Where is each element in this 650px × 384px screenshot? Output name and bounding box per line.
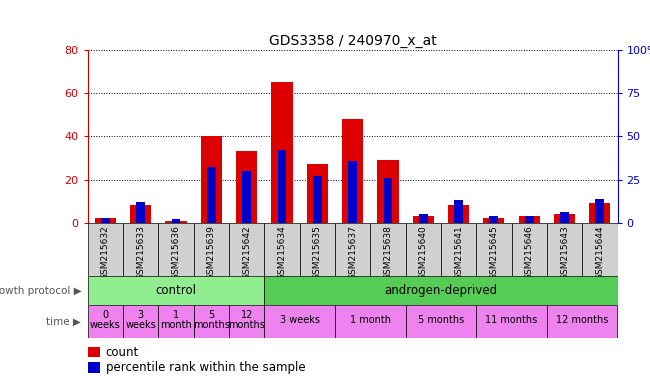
Title: GDS3358 / 240970_x_at: GDS3358 / 240970_x_at xyxy=(268,33,437,48)
Text: time ▶: time ▶ xyxy=(46,316,81,327)
Text: GSM215642: GSM215642 xyxy=(242,225,251,280)
Bar xyxy=(130,205,151,223)
Bar xyxy=(448,205,469,223)
Bar xyxy=(278,150,287,223)
Text: GSM215634: GSM215634 xyxy=(278,225,287,280)
Text: androgen-deprived: androgen-deprived xyxy=(384,285,497,297)
Bar xyxy=(136,202,145,223)
Text: percentile rank within the sample: percentile rank within the sample xyxy=(106,361,305,374)
Bar xyxy=(229,305,265,338)
Bar xyxy=(525,216,534,223)
Text: 3 weeks: 3 weeks xyxy=(280,315,320,325)
Text: 12 months: 12 months xyxy=(556,315,608,325)
Bar xyxy=(194,305,229,338)
Bar xyxy=(236,151,257,223)
Bar xyxy=(547,305,618,338)
Bar xyxy=(229,223,265,276)
Text: GSM215638: GSM215638 xyxy=(384,225,393,280)
Bar xyxy=(335,223,370,276)
Text: 0
weeks: 0 weeks xyxy=(90,310,121,330)
Bar xyxy=(88,347,101,358)
Bar xyxy=(207,167,216,223)
Bar xyxy=(123,305,159,338)
Bar xyxy=(454,200,463,223)
Bar xyxy=(406,223,441,276)
Bar xyxy=(265,276,617,305)
Text: 5 months: 5 months xyxy=(418,315,464,325)
Text: control: control xyxy=(155,285,196,297)
Bar xyxy=(95,218,116,223)
Text: GSM215643: GSM215643 xyxy=(560,225,569,280)
Text: GSM215644: GSM215644 xyxy=(595,225,604,280)
Bar xyxy=(313,176,322,223)
Text: GSM215639: GSM215639 xyxy=(207,225,216,280)
Bar xyxy=(582,223,617,276)
Bar xyxy=(88,223,123,276)
Bar xyxy=(172,219,181,223)
Bar xyxy=(484,218,504,223)
Text: GSM215640: GSM215640 xyxy=(419,225,428,280)
Text: 11 months: 11 months xyxy=(486,315,538,325)
Bar xyxy=(560,212,569,223)
Text: 12
months: 12 months xyxy=(228,310,265,330)
Bar xyxy=(476,305,547,338)
Bar xyxy=(413,216,434,223)
Bar xyxy=(300,223,335,276)
Bar xyxy=(88,276,265,305)
Bar xyxy=(489,216,499,223)
Bar xyxy=(101,217,110,223)
Bar xyxy=(88,305,123,338)
Bar xyxy=(242,171,251,223)
Bar xyxy=(88,362,101,373)
Bar xyxy=(201,136,222,223)
Bar xyxy=(512,223,547,276)
Bar xyxy=(547,223,582,276)
Bar xyxy=(265,305,335,338)
Text: GSM215637: GSM215637 xyxy=(348,225,357,280)
Text: growth protocol ▶: growth protocol ▶ xyxy=(0,286,81,296)
Text: GSM215632: GSM215632 xyxy=(101,225,110,280)
Text: GSM215636: GSM215636 xyxy=(172,225,181,280)
Bar xyxy=(194,223,229,276)
Bar xyxy=(441,223,476,276)
Text: count: count xyxy=(106,346,139,359)
Text: GSM215646: GSM215646 xyxy=(525,225,534,280)
Bar xyxy=(519,216,540,223)
Bar xyxy=(335,305,406,338)
Text: GSM215641: GSM215641 xyxy=(454,225,463,280)
Bar xyxy=(476,223,512,276)
Bar xyxy=(554,214,575,223)
Text: GSM215635: GSM215635 xyxy=(313,225,322,280)
Bar xyxy=(370,223,406,276)
Text: GSM215645: GSM215645 xyxy=(489,225,499,280)
Bar xyxy=(307,164,328,223)
Bar xyxy=(384,178,393,223)
Bar xyxy=(378,160,398,223)
Bar xyxy=(342,119,363,223)
Bar xyxy=(419,214,428,223)
Text: 1
month: 1 month xyxy=(160,310,192,330)
Bar xyxy=(590,203,610,223)
Text: 3
weeks: 3 weeks xyxy=(125,310,156,330)
Bar xyxy=(123,223,159,276)
Text: 5
months: 5 months xyxy=(193,310,230,330)
Bar xyxy=(272,82,292,223)
Text: 1 month: 1 month xyxy=(350,315,391,325)
Bar xyxy=(406,305,476,338)
Bar xyxy=(159,305,194,338)
Text: GSM215633: GSM215633 xyxy=(136,225,145,280)
Bar xyxy=(348,161,357,223)
Bar xyxy=(166,220,187,223)
Bar xyxy=(159,223,194,276)
Bar xyxy=(265,223,300,276)
Bar xyxy=(595,199,604,223)
